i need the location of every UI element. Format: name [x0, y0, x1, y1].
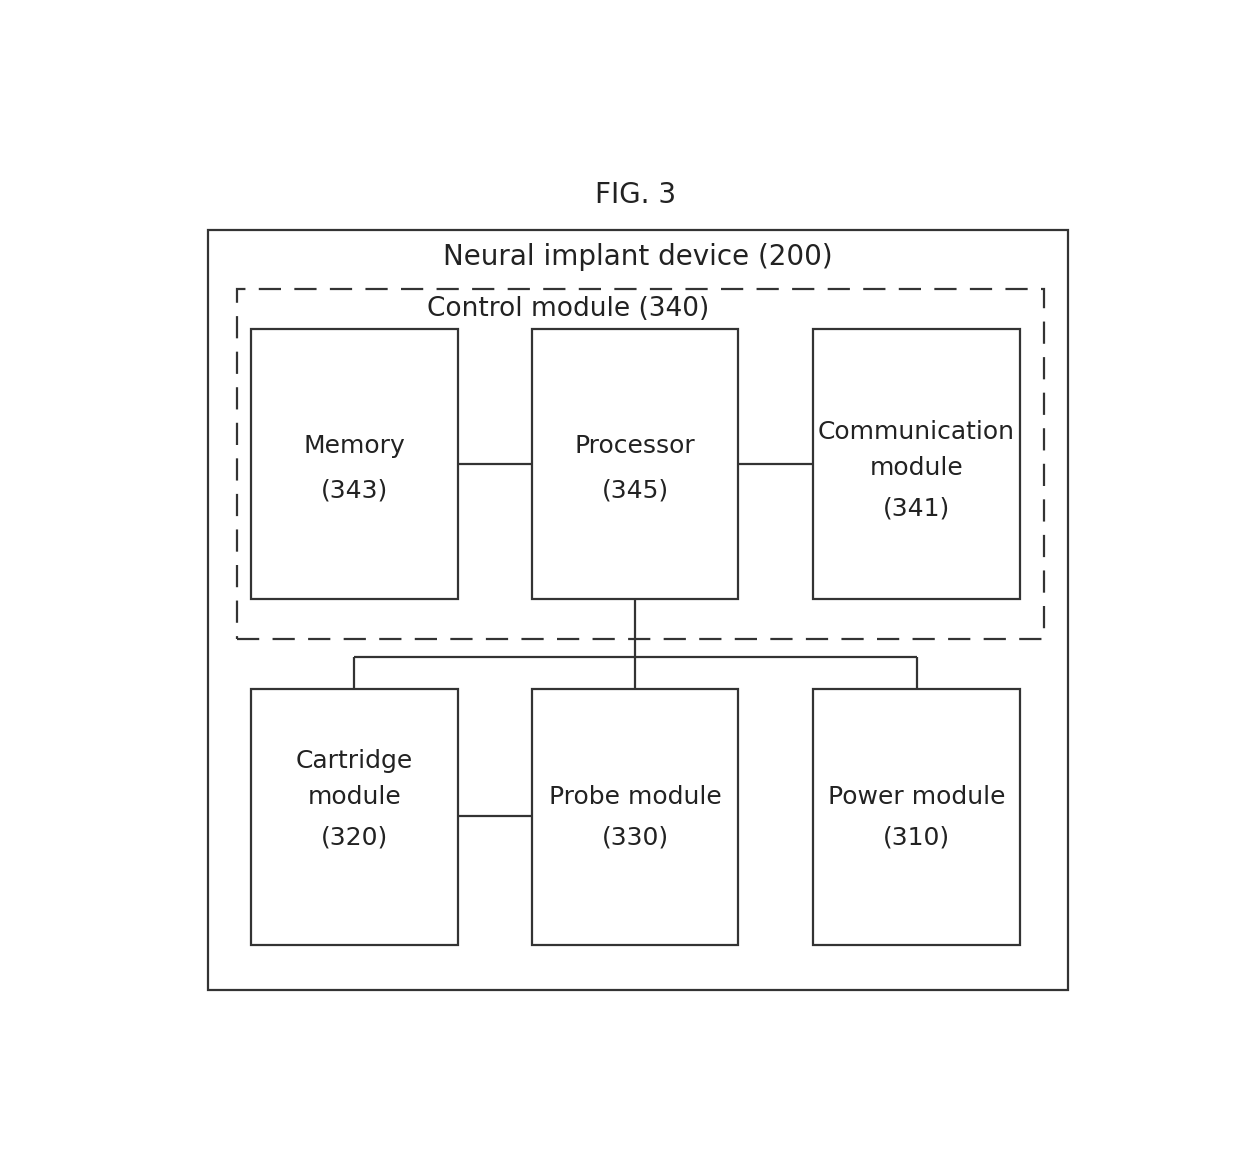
- Bar: [532, 689, 738, 945]
- Bar: [813, 329, 1021, 599]
- Bar: [237, 288, 1044, 639]
- Text: module: module: [869, 457, 963, 480]
- Bar: [250, 329, 458, 599]
- Bar: [813, 689, 1021, 945]
- Bar: [532, 329, 738, 599]
- Text: Power module: Power module: [828, 785, 1006, 808]
- Text: (320): (320): [321, 825, 388, 849]
- Text: (330): (330): [601, 825, 668, 849]
- Bar: [250, 689, 458, 945]
- Text: Control module (340): Control module (340): [427, 297, 709, 322]
- Text: (341): (341): [883, 496, 950, 521]
- Text: (345): (345): [601, 479, 668, 503]
- Text: (343): (343): [321, 479, 388, 503]
- Text: Processor: Processor: [574, 434, 696, 458]
- Text: module: module: [308, 785, 402, 808]
- Text: (310): (310): [883, 825, 950, 849]
- Bar: [208, 230, 1068, 990]
- Text: FIG. 3: FIG. 3: [595, 181, 676, 209]
- Text: Memory: Memory: [304, 434, 405, 458]
- Text: Communication: Communication: [818, 420, 1016, 445]
- Text: Cartridge: Cartridge: [296, 749, 413, 773]
- Text: Neural implant device (200): Neural implant device (200): [443, 243, 832, 271]
- Text: Probe module: Probe module: [548, 785, 722, 808]
